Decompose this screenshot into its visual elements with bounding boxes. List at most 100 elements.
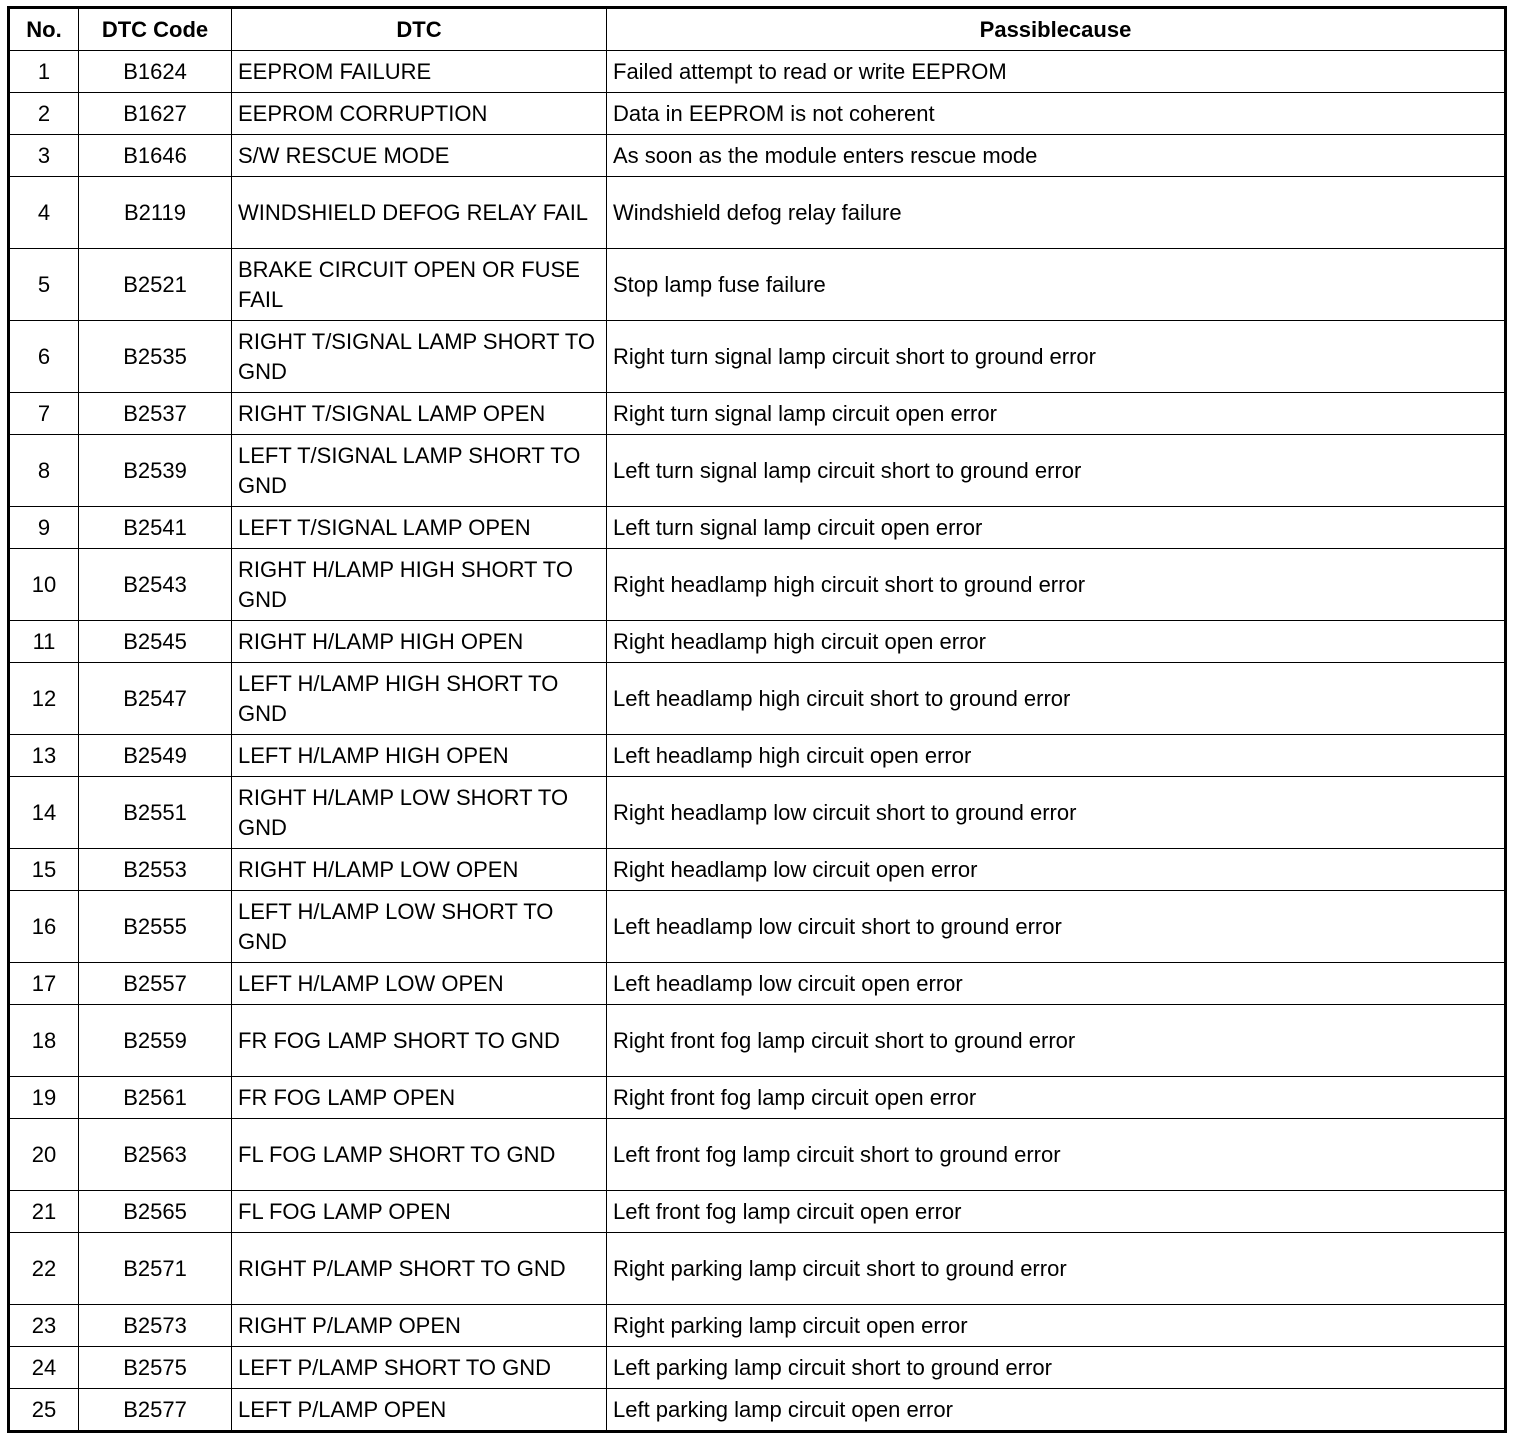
- table-row: 6 B2535 RIGHT T/SIGNAL LAMP SHORT TO GND Ri…: [8, 320, 1506, 393]
- cell-dtc: LEFT H/LAMP HIGH SHORT TO GND: [231, 662, 607, 735]
- cell-dtc-code: B2553: [78, 848, 232, 891]
- cell-dtc: RIGHT T/SIGNAL LAMP SHORT TO GND: [231, 320, 607, 393]
- cell-no: 25: [8, 1388, 79, 1432]
- table-row: 21 B2565 FL FOG LAMP OPEN Left front fog la…: [8, 1190, 1506, 1233]
- cell-dtc: FL FOG LAMP OPEN: [231, 1190, 607, 1233]
- cell-dtc: FR FOG LAMP SHORT TO GND: [231, 1004, 607, 1077]
- table-row: 1 B1624 EEPROM FAILURE Failed attempt to re…: [8, 50, 1506, 93]
- cell-dtc: S/W RESCUE MODE: [231, 134, 607, 177]
- cell-no: 4: [8, 176, 79, 249]
- cell-dtc-code: B2549: [78, 734, 232, 777]
- table-row: 12 B2547 LEFT H/LAMP HIGH SHORT TO GND Left…: [8, 662, 1506, 735]
- cell-no: 18: [8, 1004, 79, 1077]
- cell-no: 9: [8, 506, 79, 549]
- cell-no: 23: [8, 1304, 79, 1347]
- cell-possible-cause: Left headlamp high circuit open error: [606, 734, 1506, 777]
- cell-dtc-code: B1624: [78, 50, 232, 93]
- cell-possible-cause: Left headlamp high circuit short to grou…: [606, 662, 1506, 735]
- cell-dtc-code: B2559: [78, 1004, 232, 1077]
- cell-no: 7: [8, 392, 79, 435]
- cell-possible-cause: Left headlamp low circuit short to groun…: [606, 890, 1506, 963]
- cell-possible-cause: Data in EEPROM is not coherent: [606, 92, 1506, 135]
- table-row: 11 B2545 RIGHT H/LAMP HIGH OPEN Right headl…: [8, 620, 1506, 663]
- table-row: 17 B2557 LEFT H/LAMP LOW OPEN Left headlamp…: [8, 962, 1506, 1005]
- table-row: 18 B2559 FR FOG LAMP SHORT TO GND Right fro…: [8, 1004, 1506, 1077]
- cell-dtc: RIGHT H/LAMP HIGH OPEN: [231, 620, 607, 663]
- cell-no: 8: [8, 434, 79, 507]
- table-row: 15 B2553 RIGHT H/LAMP LOW OPEN Right headla…: [8, 848, 1506, 891]
- header-dtc: DTC: [231, 7, 607, 51]
- cell-possible-cause: Failed attempt to read or write EEPROM: [606, 50, 1506, 93]
- cell-dtc-code: B2119: [78, 176, 232, 249]
- cell-no: 24: [8, 1346, 79, 1389]
- cell-possible-cause: Right parking lamp circuit open error: [606, 1304, 1506, 1347]
- cell-no: 16: [8, 890, 79, 963]
- cell-dtc-code: B2535: [78, 320, 232, 393]
- cell-possible-cause: Right headlamp high circuit open error: [606, 620, 1506, 663]
- cell-possible-cause: Right headlamp low circuit open error: [606, 848, 1506, 891]
- cell-dtc-code: B2545: [78, 620, 232, 663]
- cell-possible-cause: As soon as the module enters rescue mode: [606, 134, 1506, 177]
- cell-dtc: RIGHT P/LAMP SHORT TO GND: [231, 1232, 607, 1305]
- cell-possible-cause: Right front fog lamp circuit open error: [606, 1076, 1506, 1119]
- cell-dtc: WINDSHIELD DEFOG RELAY FAIL: [231, 176, 607, 249]
- cell-no: 12: [8, 662, 79, 735]
- cell-dtc: RIGHT P/LAMP OPEN: [231, 1304, 607, 1347]
- cell-dtc: RIGHT H/LAMP LOW OPEN: [231, 848, 607, 891]
- table-row: 25 B2577 LEFT P/LAMP OPEN Left parking lamp…: [8, 1388, 1506, 1432]
- header-dtc-code: DTC Code: [78, 7, 232, 51]
- table-row: 19 B2561 FR FOG LAMP OPEN Right front fog l…: [8, 1076, 1506, 1119]
- table-row: 2 B1627 EEPROM CORRUPTION Data in EEPROM is…: [8, 92, 1506, 135]
- cell-dtc-code: B2557: [78, 962, 232, 1005]
- cell-no: 5: [8, 248, 79, 321]
- cell-no: 19: [8, 1076, 79, 1119]
- cell-dtc: FL FOG LAMP SHORT TO GND: [231, 1118, 607, 1191]
- cell-dtc-code: B2563: [78, 1118, 232, 1191]
- cell-possible-cause: Left front fog lamp circuit short to gro…: [606, 1118, 1506, 1191]
- cell-dtc: LEFT T/SIGNAL LAMP SHORT TO GND: [231, 434, 607, 507]
- cell-dtc: EEPROM FAILURE: [231, 50, 607, 93]
- cell-no: 22: [8, 1232, 79, 1305]
- cell-dtc: RIGHT H/LAMP HIGH SHORT TO GND: [231, 548, 607, 621]
- cell-possible-cause: Windshield defog relay failure: [606, 176, 1506, 249]
- header-possible-cause: Passiblecause: [606, 7, 1506, 51]
- cell-dtc-code: B1627: [78, 92, 232, 135]
- cell-dtc: RIGHT T/SIGNAL LAMP OPEN: [231, 392, 607, 435]
- cell-dtc: RIGHT H/LAMP LOW SHORT TO GND: [231, 776, 607, 849]
- cell-dtc-code: B1646: [78, 134, 232, 177]
- cell-dtc-code: B2537: [78, 392, 232, 435]
- cell-possible-cause: Right headlamp high circuit short to gro…: [606, 548, 1506, 621]
- table-row: 20 B2563 FL FOG LAMP SHORT TO GND Left fron…: [8, 1118, 1506, 1191]
- cell-dtc-code: B2539: [78, 434, 232, 507]
- table-row: 23 B2573 RIGHT P/LAMP OPEN Right parking la…: [8, 1304, 1506, 1347]
- cell-possible-cause: Right turn signal lamp circuit short to …: [606, 320, 1506, 393]
- cell-dtc-code: B2575: [78, 1346, 232, 1389]
- cell-possible-cause: Right turn signal lamp circuit open erro…: [606, 392, 1506, 435]
- cell-dtc: LEFT H/LAMP LOW SHORT TO GND: [231, 890, 607, 963]
- cell-possible-cause: Left parking lamp circuit open error: [606, 1388, 1506, 1432]
- table-row: 10 B2543 RIGHT H/LAMP HIGH SHORT TO GND Rig…: [8, 548, 1506, 621]
- cell-no: 3: [8, 134, 79, 177]
- cell-dtc: FR FOG LAMP OPEN: [231, 1076, 607, 1119]
- cell-dtc: LEFT T/SIGNAL LAMP OPEN: [231, 506, 607, 549]
- cell-dtc-code: B2561: [78, 1076, 232, 1119]
- table-row: 8 B2539 LEFT T/SIGNAL LAMP SHORT TO GND Lef…: [8, 434, 1506, 507]
- cell-possible-cause: Left turn signal lamp circuit open error: [606, 506, 1506, 549]
- table-row: 22 B2571 RIGHT P/LAMP SHORT TO GND Right pa…: [8, 1232, 1506, 1305]
- table-row: 13 B2549 LEFT H/LAMP HIGH OPEN Left headlam…: [8, 734, 1506, 777]
- cell-no: 17: [8, 962, 79, 1005]
- cell-dtc: BRAKE CIRCUIT OPEN OR FUSE FAIL: [231, 248, 607, 321]
- table-row: 3 B1646 S/W RESCUE MODE As soon as the modu…: [8, 134, 1506, 177]
- cell-dtc: LEFT P/LAMP OPEN: [231, 1388, 607, 1432]
- cell-no: 14: [8, 776, 79, 849]
- table-row: 4 B2119 WINDSHIELD DEFOG RELAY FAIL Windshi…: [8, 176, 1506, 249]
- table-body: 1 B1624 EEPROM FAILURE Failed attempt to re…: [8, 50, 1506, 1432]
- cell-possible-cause: Left front fog lamp circuit open error: [606, 1190, 1506, 1233]
- cell-dtc-code: B2541: [78, 506, 232, 549]
- cell-dtc-code: B2521: [78, 248, 232, 321]
- cell-dtc: LEFT H/LAMP LOW OPEN: [231, 962, 607, 1005]
- table-row: 16 B2555 LEFT H/LAMP LOW SHORT TO GND Left …: [8, 890, 1506, 963]
- table-row: 24 B2575 LEFT P/LAMP SHORT TO GND Left park…: [8, 1346, 1506, 1389]
- cell-possible-cause: Left turn signal lamp circuit short to g…: [606, 434, 1506, 507]
- cell-dtc-code: B2577: [78, 1388, 232, 1432]
